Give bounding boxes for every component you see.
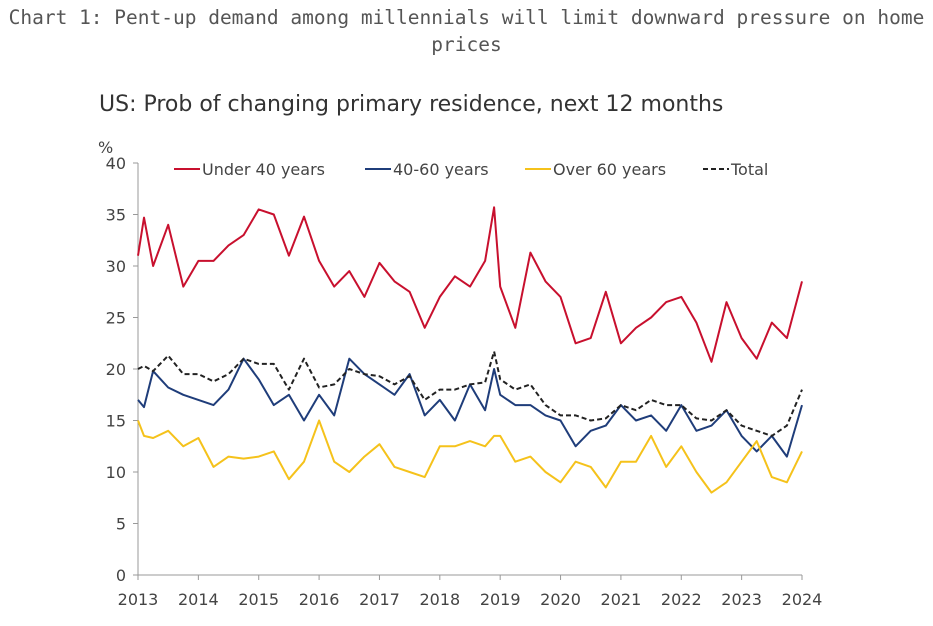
legend-label: Over 60 years xyxy=(553,160,666,179)
chart-title: Chart 1: Pent-up demand among millennial… xyxy=(8,6,925,56)
y-axis-label: % xyxy=(98,138,113,157)
series-line-over-60-years xyxy=(137,419,803,494)
x-tick-label: 2024 xyxy=(782,590,823,609)
x-tick-label: 2021 xyxy=(601,590,642,609)
x-tick-label: 2017 xyxy=(359,590,400,609)
y-tick-label: 0 xyxy=(116,566,126,585)
y-tick-label: 20 xyxy=(106,360,126,379)
x-tick-label: 2016 xyxy=(299,590,340,609)
series-line-under-40-years xyxy=(137,206,803,363)
y-tick-label: 35 xyxy=(106,206,126,225)
x-tick-label: 2022 xyxy=(661,590,702,609)
x-tick-label: 2019 xyxy=(480,590,521,609)
chart-subtitle: US: Prob of changing primary residence, … xyxy=(99,92,724,117)
y-tick-label: 10 xyxy=(106,463,126,482)
legend-label: Under 40 years xyxy=(202,160,325,179)
x-tick-label: 2014 xyxy=(178,590,219,609)
x-tick-label: 2023 xyxy=(721,590,762,609)
x-tick-label: 2015 xyxy=(238,590,279,609)
x-tick-label: 2020 xyxy=(540,590,581,609)
y-tick-label: 30 xyxy=(106,257,126,276)
y-tick-label: 15 xyxy=(106,412,126,431)
legend-label: Total xyxy=(730,160,768,179)
y-tick-label: 40 xyxy=(106,154,126,173)
legend-label: 40-60 years xyxy=(393,160,489,179)
y-tick-label: 5 xyxy=(116,515,126,534)
x-tick-label: 2018 xyxy=(419,590,460,609)
series-line-total xyxy=(137,350,803,437)
y-tick-label: 25 xyxy=(106,309,126,328)
x-tick-label: 2013 xyxy=(118,590,159,609)
